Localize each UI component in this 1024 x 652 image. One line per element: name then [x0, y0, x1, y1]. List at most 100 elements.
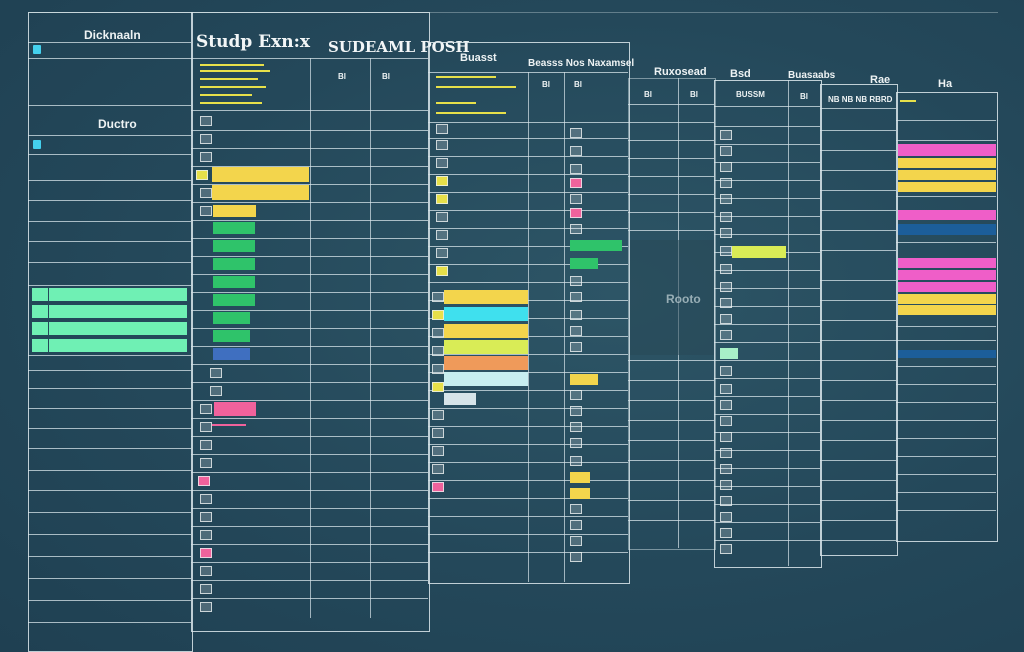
grid-line: [714, 216, 820, 217]
grid-line: [820, 250, 896, 251]
grid-line: [428, 174, 628, 175]
table-cell-glyph-icon: [720, 212, 732, 222]
grid-line: [428, 480, 628, 481]
faded-header: Ruxosead: [654, 66, 707, 78]
table-cell-glyph-icon: [570, 536, 582, 546]
yellow-text-line: [200, 78, 258, 80]
grid-line: [564, 72, 565, 582]
grid-line: [896, 340, 996, 341]
yellow-text-line: [436, 76, 496, 78]
table-cell-glyph-icon: [720, 228, 732, 238]
grid-line: [714, 144, 820, 145]
detail-sublabel: BUSSM: [736, 90, 765, 99]
grid-line: [28, 448, 191, 449]
grid-line: [820, 360, 896, 361]
grid-line: [628, 140, 714, 141]
green-bar: [213, 330, 250, 342]
table-cell-glyph-icon: [570, 438, 582, 448]
table-cell-glyph-icon: [720, 384, 732, 394]
table-cell-glyph-icon: [200, 134, 212, 144]
mint-bar: [32, 322, 187, 335]
summary-sublabel: NB NB NB RBRD: [828, 95, 893, 104]
grid-line: [628, 158, 714, 159]
grid-line: [714, 522, 820, 523]
table-cell-glyph-icon: [200, 584, 212, 594]
grid-line: [628, 104, 714, 105]
grid-line: [788, 80, 789, 566]
table-cell-glyph-icon: [436, 212, 448, 222]
grid-line: [714, 486, 820, 487]
grid-line: [714, 306, 820, 307]
table-cell-glyph-icon: [432, 482, 444, 492]
grid-line: [428, 426, 628, 427]
grid-line: [28, 262, 191, 263]
lime-bar: [444, 340, 528, 354]
green-bar: [213, 276, 255, 288]
table-cell-glyph-icon: [720, 264, 732, 274]
grid-line: [191, 346, 428, 347]
table-cell-glyph-icon: [200, 530, 212, 540]
grid-line: [191, 580, 428, 581]
grid-line: [896, 492, 996, 493]
mint-bar: [720, 348, 738, 359]
grid-line: [820, 340, 896, 341]
grid-line: [628, 380, 714, 381]
yellow-text-line: [200, 102, 262, 104]
table-cell-glyph-icon: [200, 494, 212, 504]
color-header: Ha: [938, 78, 953, 90]
grid-line: [820, 190, 896, 191]
grid-line: [714, 342, 820, 343]
grid-line: [428, 318, 628, 319]
grid-line: [428, 408, 628, 409]
grid-line: [28, 370, 191, 371]
yellow-text-line: [200, 94, 252, 96]
table-cell-glyph-icon: [432, 292, 444, 302]
grid-line: [191, 598, 428, 599]
grid-line: [820, 320, 896, 321]
table-cell-glyph-icon: [436, 230, 448, 240]
table-cell-glyph-icon: [720, 496, 732, 506]
yellow-bar: [898, 305, 996, 315]
mint-bar: [32, 288, 187, 301]
table-cell-glyph-icon: [570, 128, 582, 138]
grid-line: [28, 388, 191, 389]
grid-line: [191, 184, 428, 185]
pink-thin-bar: [212, 424, 246, 426]
grid-line: [896, 196, 996, 197]
grid-line: [628, 520, 714, 521]
table-cell-glyph-icon: [570, 504, 582, 514]
grid-line: [820, 280, 896, 281]
bl-label: Bl: [800, 92, 808, 101]
grid-line: [28, 285, 191, 286]
grid-line: [191, 148, 428, 149]
grid-line: [714, 288, 820, 289]
grid-line: [896, 140, 996, 141]
green-bar: [213, 240, 255, 252]
grid-line: [628, 194, 714, 195]
grid-line: [191, 418, 428, 419]
magenta-bar: [898, 270, 996, 280]
yellow-bar: [213, 205, 256, 217]
grid-line: [820, 130, 896, 131]
grid-line: [191, 310, 428, 311]
grid-line: [428, 72, 628, 73]
table-cell-glyph-icon: [200, 458, 212, 468]
mint-bar: [32, 305, 187, 318]
yellow-text-line: [436, 112, 506, 114]
grid-line: [48, 288, 49, 352]
bl-label: Bl: [644, 90, 652, 99]
grid-line: [28, 105, 191, 106]
grid-line: [820, 150, 896, 151]
grid-line: [428, 156, 628, 157]
grid-line: [628, 230, 714, 231]
grid-line: [191, 130, 428, 131]
grid-line: [28, 512, 191, 513]
grid-line: [428, 354, 628, 355]
grid-line: [714, 504, 820, 505]
table-cell-glyph-icon: [200, 548, 212, 558]
grid-line: [191, 562, 428, 563]
table-cell-glyph-icon: [720, 400, 732, 410]
table-cell-glyph-icon: [720, 512, 732, 522]
navy-bar: [898, 350, 996, 358]
table-cell-glyph-icon: [570, 422, 582, 432]
